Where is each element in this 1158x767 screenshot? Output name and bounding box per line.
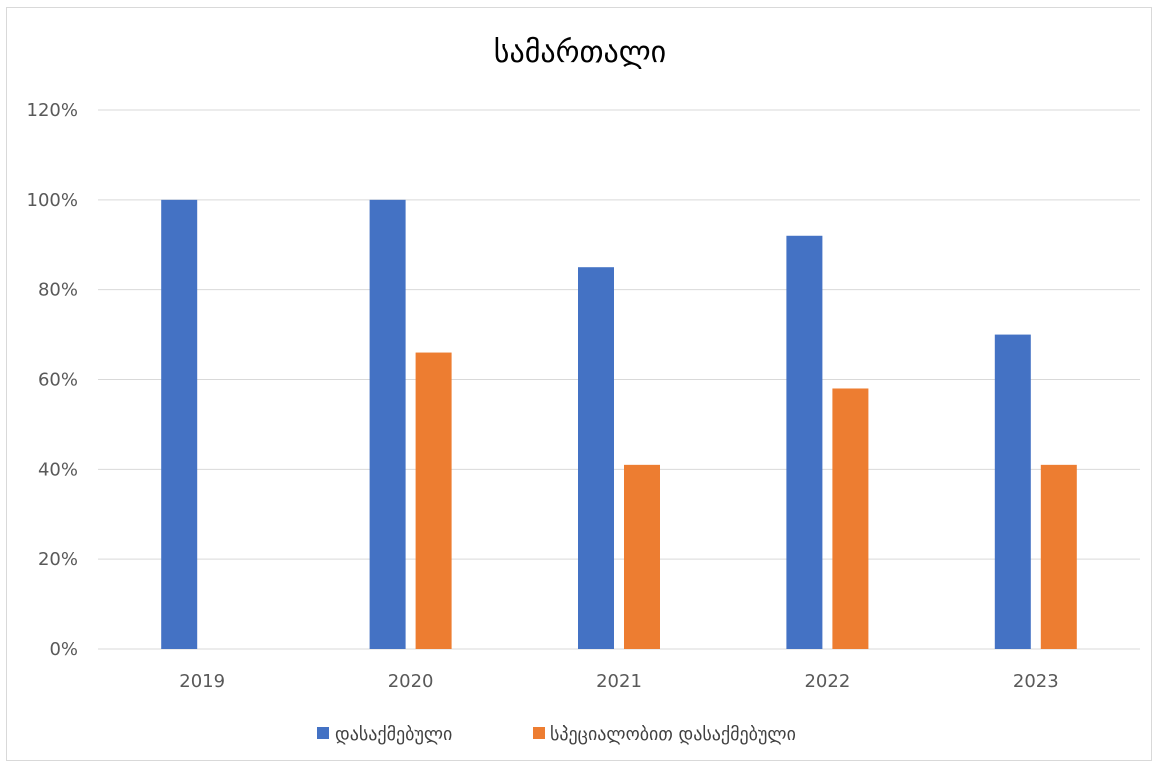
x-tick-label: 2022 — [804, 671, 850, 692]
bar-specialty-employed-2023 — [1040, 464, 1077, 649]
x-tick-label: 2019 — [179, 671, 225, 692]
gridlines — [98, 109, 1140, 650]
legend-label: სპეციალობით დასაქმებული — [550, 724, 796, 745]
bar-employed-2020 — [369, 199, 406, 650]
x-axis-ticks: 2019 2020 2021 2022 2023 — [179, 671, 1058, 692]
legend-label: დასაქმებული — [335, 724, 452, 745]
bar-specialty-employed-2022 — [832, 388, 869, 649]
x-tick-label: 2020 — [388, 671, 434, 692]
bar-employed-2022 — [786, 235, 823, 649]
bar-employed-2019 — [161, 199, 198, 650]
bar-specialty-employed-2021 — [624, 464, 660, 649]
y-tick-label: 120% — [27, 100, 78, 121]
bar-employed-2023 — [994, 334, 1031, 649]
x-tick-label: 2021 — [596, 671, 642, 692]
y-tick-label: 20% — [38, 549, 78, 570]
y-tick-label: 100% — [27, 190, 78, 211]
y-tick-label: 60% — [38, 370, 78, 391]
legend-swatch — [533, 727, 545, 739]
bar-specialty-employed-2020 — [415, 352, 452, 649]
chart-title: სამართალი — [494, 35, 666, 70]
legend: დასაქმებული სპეციალობით დასაქმებული — [317, 724, 796, 745]
y-tick-label: 40% — [38, 459, 78, 480]
bars — [161, 199, 1077, 650]
x-tick-label: 2023 — [1013, 671, 1059, 692]
y-axis-ticks: 0% 20% 40% 60% 80% 100% 120% — [27, 100, 78, 660]
bar-employed-2021 — [578, 267, 614, 649]
legend-swatch — [317, 727, 329, 739]
y-tick-label: 0% — [49, 639, 78, 660]
y-tick-label: 80% — [38, 280, 78, 301]
